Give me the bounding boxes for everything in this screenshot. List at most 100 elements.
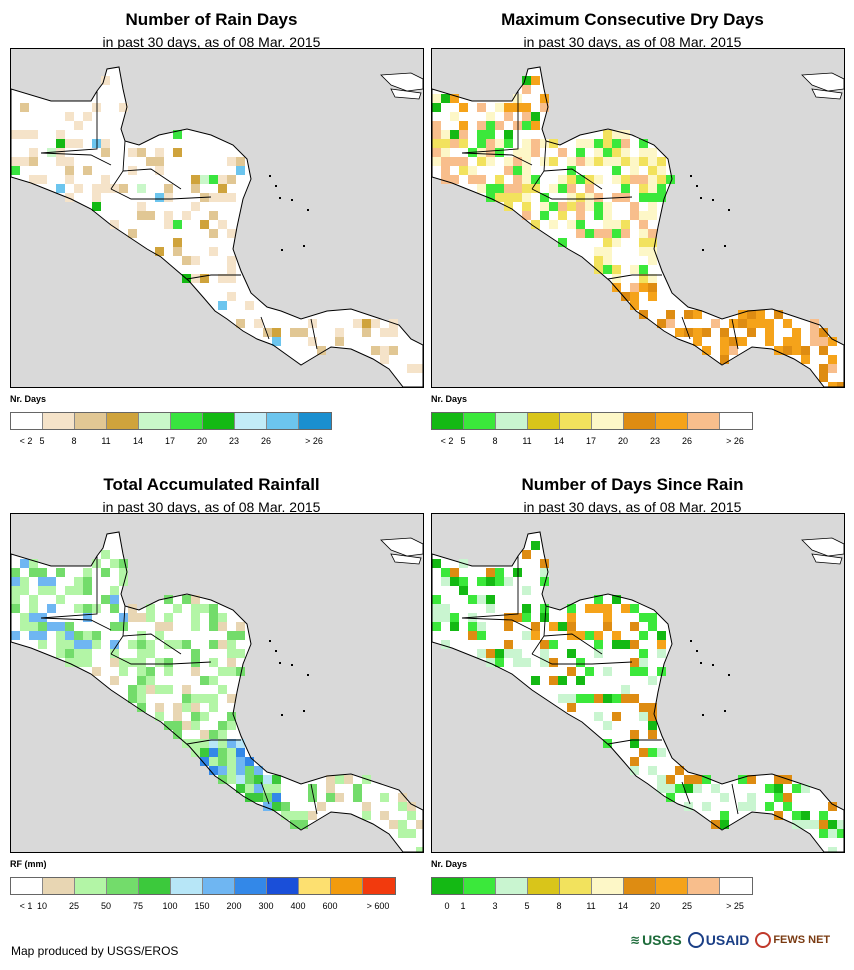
grid-cell [522,211,531,220]
grid-cell [441,613,450,622]
grid-cell [504,130,513,139]
grid-cell [567,694,576,703]
legend-swatch [592,413,624,429]
grid-cell [191,202,200,211]
grid-cell [83,631,92,640]
grid-cell [810,328,819,337]
grid-cell [486,121,495,130]
grid-cell [317,802,326,811]
country-border [260,781,270,805]
grid-cell [801,784,810,793]
grid-cell [11,577,20,586]
legend-swatch [107,878,139,894]
grid-cell [236,649,245,658]
grid-cell [164,685,173,694]
grid-cell [173,148,182,157]
grid-cell [549,640,558,649]
grid-cell [639,139,648,148]
grid-cell [353,784,362,793]
grid-cell [558,622,567,631]
grid-cell [819,820,828,829]
grid-cell [236,748,245,757]
grid-cell [182,685,191,694]
grid-cell [101,139,110,148]
grid-cell [398,802,407,811]
grid-cell [441,148,450,157]
grid-cell [335,337,344,346]
grid-cell [29,568,38,577]
grid-cell [621,139,630,148]
grid-cell [711,784,720,793]
legend-swatch [624,878,656,894]
grid-cell [119,577,128,586]
grid-cell [209,703,218,712]
grid-cell [657,649,666,658]
grid-cell [236,784,245,793]
grid-cell [594,175,603,184]
grid-cell [612,694,621,703]
grid-cell [585,667,594,676]
grid-cell [218,685,227,694]
grid-cell [191,748,200,757]
legend-swatch [720,878,752,894]
grid-cell [477,631,486,640]
grid-cell [155,148,164,157]
grid-cell [612,640,621,649]
grid-cell [819,346,828,355]
coastline [11,66,423,387]
grid-cell [432,559,441,568]
grid-cell [495,193,504,202]
grid-cell [209,658,218,667]
grid-cell [648,184,657,193]
grid-cell [20,103,29,112]
legend-tick-label: 20 [649,901,661,911]
grid-cell [191,256,200,265]
grid-cell [594,604,603,613]
small-island [269,175,271,177]
land-mass [432,532,844,852]
grid-cell [110,595,119,604]
grid-cell [236,739,245,748]
grid-cell [540,103,549,112]
legend-swatch [688,413,720,429]
grid-cell [92,559,101,568]
legend-tick-label: 5 [460,436,466,446]
grid-cell [218,220,227,229]
grid-cell [432,595,441,604]
grid-cell [477,157,486,166]
grid-cell [594,256,603,265]
grid-cell [576,220,585,229]
grid-cell [110,604,119,613]
small-island [700,197,702,199]
small-island [281,714,283,716]
map-dry-days [431,48,845,388]
map-canvas [432,66,844,387]
island [390,88,422,100]
grid-cell [380,811,389,820]
grid-cell [432,103,441,112]
legend-ticks: 0 1 3 5 8 11 14 20 25 > 25 [431,901,771,913]
grid-cell [585,694,594,703]
grid-cell [227,157,236,166]
grid-cell [621,604,630,613]
grid-cell [603,613,612,622]
grid-cell [486,658,495,667]
grid-cell [191,694,200,703]
grid-cell [828,847,837,852]
grid-cell [504,640,513,649]
grid-cell [504,613,513,622]
legend-swatch [75,413,107,429]
grid-cell [344,775,353,784]
grid-cell [83,658,92,667]
grid-cell [720,811,729,820]
grid-cell [774,310,783,319]
legend-swatch [203,413,235,429]
grid-cell [513,613,522,622]
grid-cell [675,766,684,775]
grid-cell [828,337,837,346]
grid-cell [110,640,119,649]
grid-cell [101,148,110,157]
grid-cell [648,622,657,631]
grid-cell [558,148,567,157]
grid-cell [513,193,522,202]
